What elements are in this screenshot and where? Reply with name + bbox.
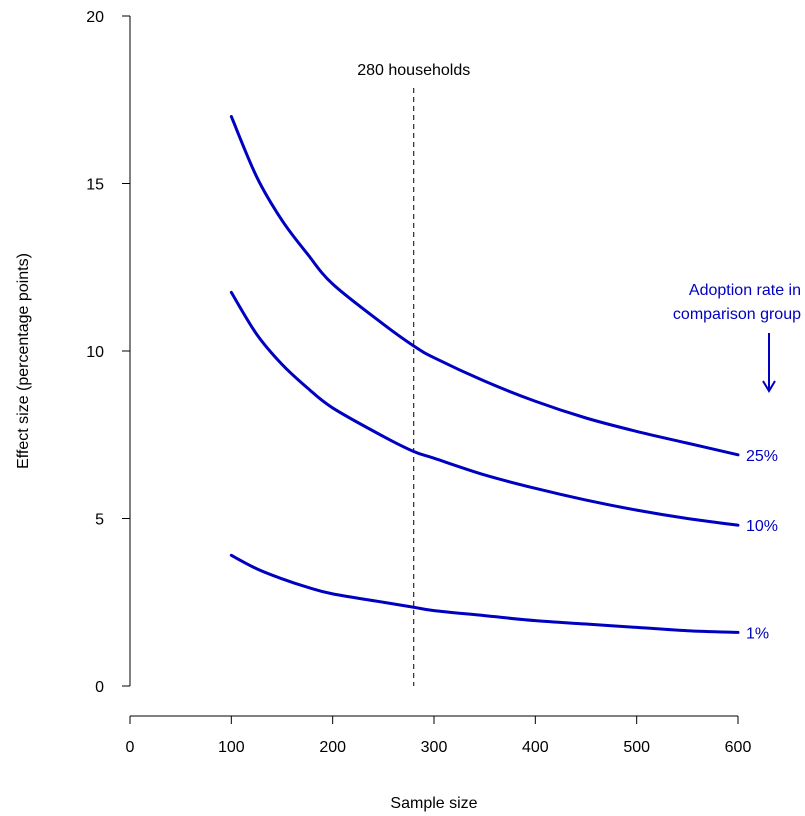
series-label-3: 1%	[746, 625, 769, 642]
series-group: 25% 10% 1%	[229, 115, 778, 642]
legend-title-line-1: Adoption rate in	[689, 282, 801, 299]
reference-line-group: 280 households	[357, 62, 470, 686]
x-axis-title: Sample size	[390, 795, 477, 812]
x-tick-label: 500	[623, 739, 650, 756]
y-axis-title: Effect size (percentage points)	[15, 253, 32, 469]
series-label-1: 25%	[746, 448, 778, 465]
y-tick-label: 20	[86, 9, 104, 26]
reference-line-label: 280 households	[357, 62, 470, 79]
x-tick-label: 100	[218, 739, 245, 756]
x-tick-label: 300	[421, 739, 448, 756]
legend: Adoption rate in comparison group	[673, 282, 801, 393]
legend-title-line-2: comparison group	[673, 306, 801, 323]
y-tick-label: 10	[86, 344, 104, 361]
series-line-2	[229, 290, 740, 527]
y-tick-label: 15	[86, 177, 104, 194]
x-tick-label: 0	[126, 739, 135, 756]
x-ticks: 0 100 200 300 400 500 600	[126, 716, 752, 756]
series-line-1	[229, 115, 740, 457]
down-arrow-icon	[762, 333, 776, 393]
y-tick-label: 0	[95, 679, 104, 696]
y-tick-label: 5	[95, 512, 104, 529]
x-tick-label: 200	[319, 739, 346, 756]
x-tick-label: 600	[725, 739, 752, 756]
series-label-2: 10%	[746, 518, 778, 535]
y-ticks: 0 5 10 15 20	[86, 9, 130, 696]
x-tick-label: 400	[522, 739, 549, 756]
series-line-3	[229, 553, 740, 634]
